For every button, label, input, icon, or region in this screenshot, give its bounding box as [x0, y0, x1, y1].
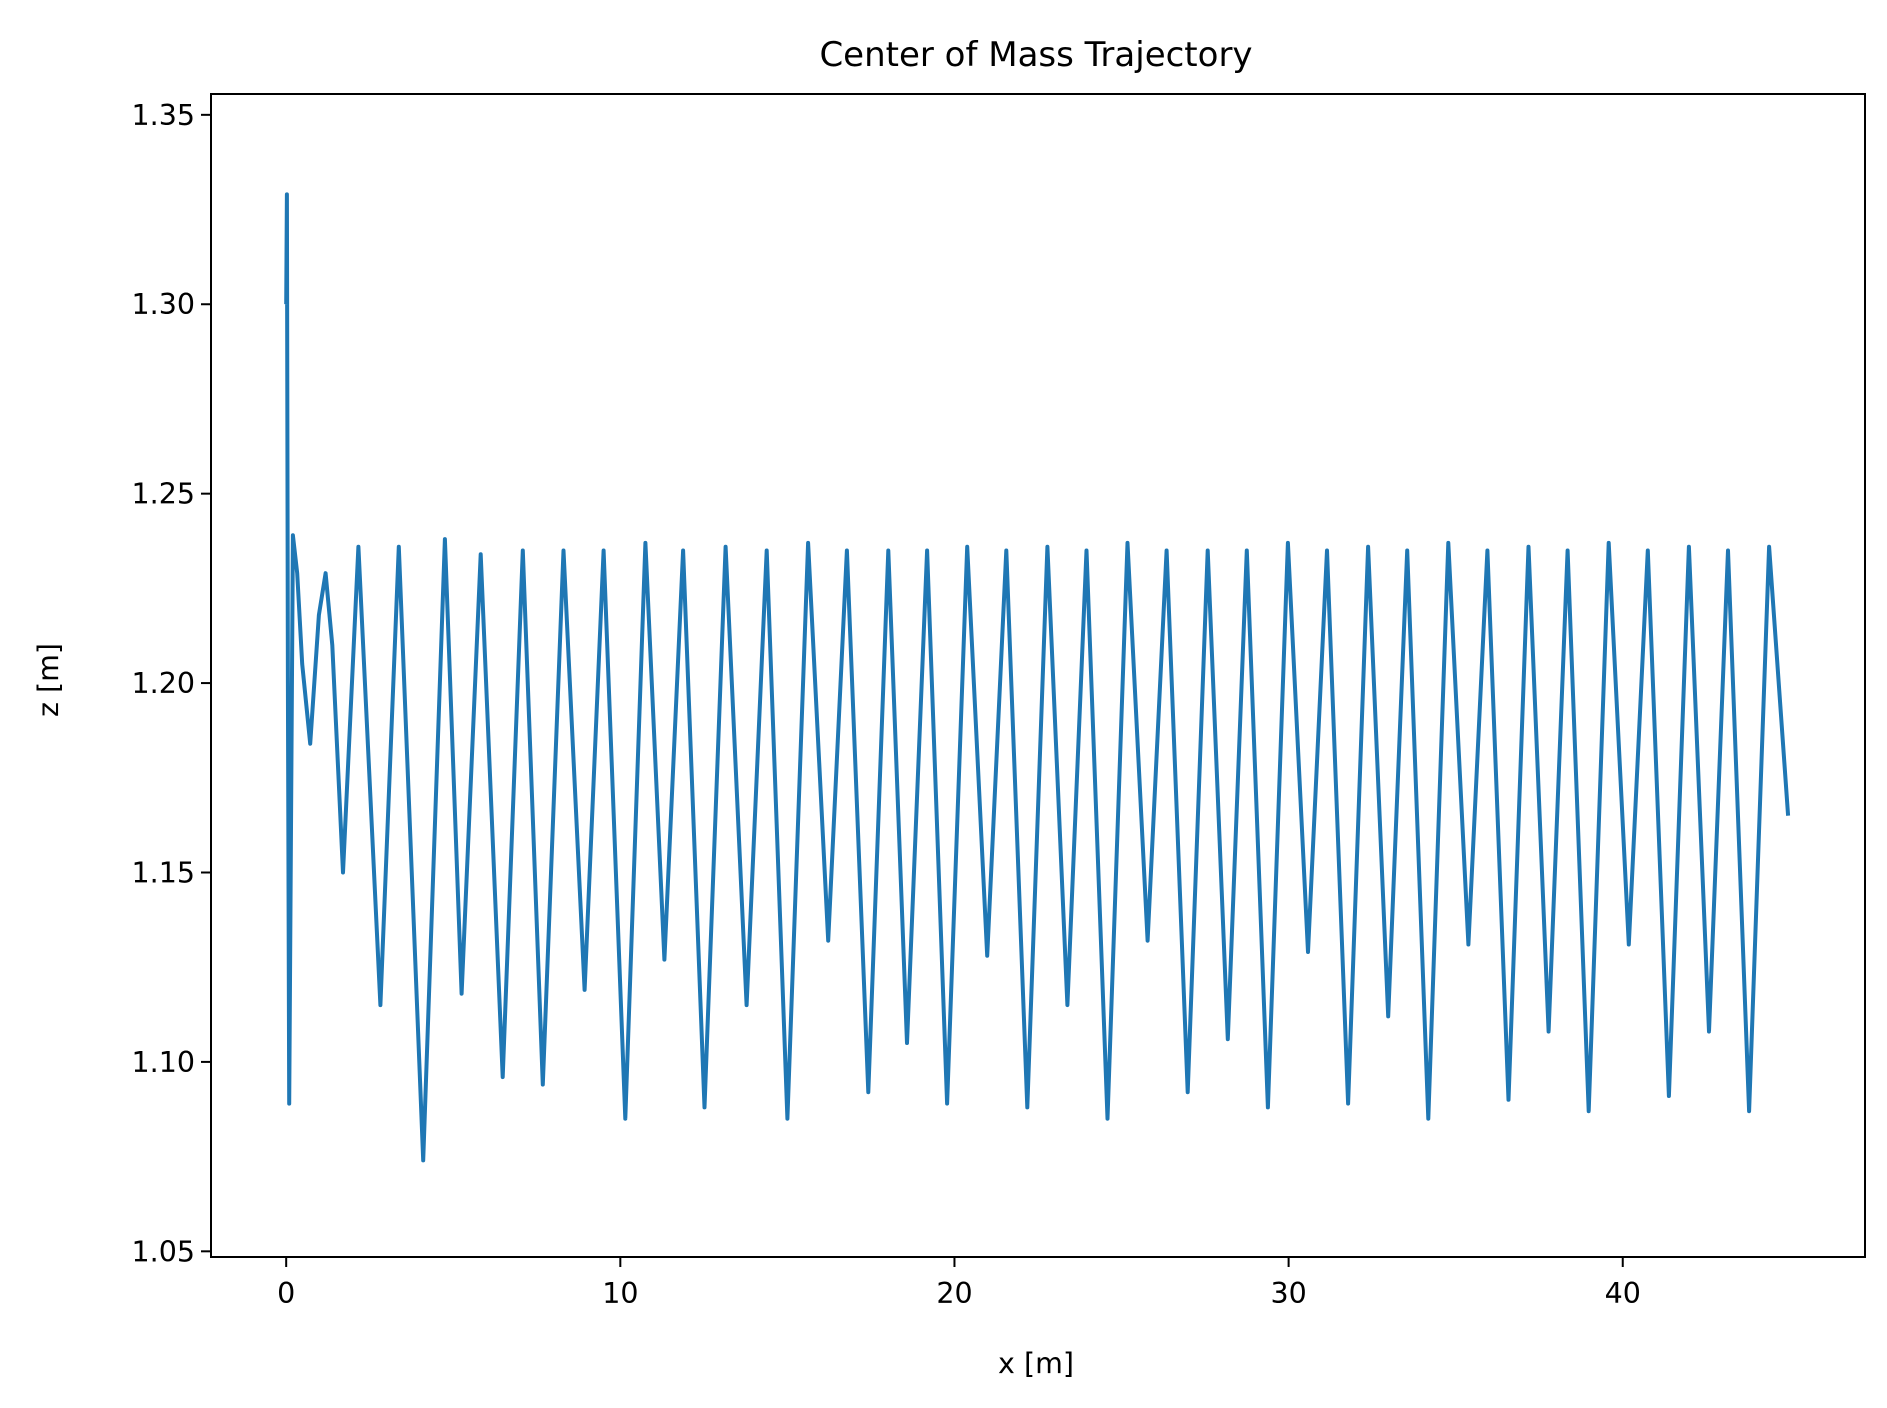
series-line-0: [284, 192, 1791, 1163]
y-tick-label: 1.35: [132, 99, 195, 132]
y-axis-label: z [m]: [32, 643, 65, 717]
y-tick-label: 1.20: [132, 667, 195, 700]
x-axis-label: x [m]: [998, 1347, 1074, 1380]
x-tick-label: 10: [602, 1277, 638, 1310]
x-tick-label: 40: [1605, 1277, 1641, 1310]
y-tick-label: 1.15: [132, 856, 195, 889]
chart-title: Center of Mass Trajectory: [819, 35, 1252, 75]
x-axis: 0 10 20 30 40: [277, 1257, 1641, 1310]
y-tick-label: 1.05: [132, 1235, 195, 1268]
plot-frame: [210, 93, 1866, 1258]
y-tick-label: 1.25: [132, 478, 195, 511]
y-axis: 1.05 1.10 1.15 1.20 1.25 1.30 1.35: [132, 99, 211, 1268]
y-tick-label: 1.10: [132, 1046, 195, 1079]
x-tick-label: 0: [277, 1277, 295, 1310]
y-tick-label: 1.30: [132, 288, 195, 321]
x-tick-label: 20: [936, 1277, 972, 1310]
plot-area: [284, 192, 1791, 1163]
x-tick-label: 30: [1270, 1277, 1306, 1310]
